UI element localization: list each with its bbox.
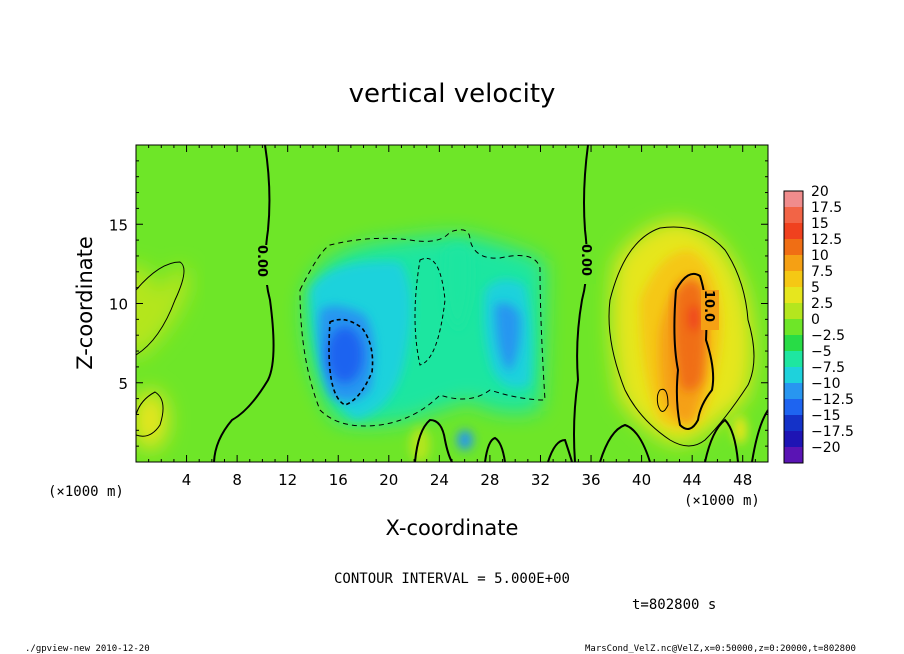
ten-contour xyxy=(673,272,715,430)
colorbar-swatch xyxy=(784,223,803,240)
zero-contour xyxy=(704,418,739,462)
colorbar-swatch xyxy=(784,383,803,400)
colorbar-swatch xyxy=(784,335,803,352)
colorbar-label: −12.5 xyxy=(811,392,854,408)
x-tick-label: 4 xyxy=(182,471,192,489)
x-tick-label: 16 xyxy=(329,471,348,489)
x-axis: 4 8 12 16 20 24 28 32 36 40 44 48 xyxy=(148,145,756,489)
negative-contour xyxy=(299,229,546,427)
colorbar-label: 20 xyxy=(811,184,829,200)
y-tick-label: 5 xyxy=(118,375,128,393)
footer-right: MarsCond_VelZ.nc@VelZ,x=0:50000,z=0:2000… xyxy=(585,644,856,654)
colorbar-label: 15 xyxy=(811,216,829,232)
colorbar-label: 0 xyxy=(811,312,820,328)
contour-label: 0.00 xyxy=(254,245,269,277)
colorbar-swatch xyxy=(784,239,803,256)
zero-contour xyxy=(573,145,589,462)
x-unit-right: (×1000 m) xyxy=(684,493,760,509)
colorbar-label: −5 xyxy=(811,344,832,360)
contour-interval: CONTOUR INTERVAL = 5.000E+00 xyxy=(334,571,570,587)
x-tick-label: 8 xyxy=(232,471,242,489)
colorbar-swatch xyxy=(784,287,803,304)
negative-contour xyxy=(414,258,446,366)
colorbar-label: −2.5 xyxy=(811,328,845,344)
colorbar-label: −20 xyxy=(811,440,841,456)
y-axis: 5 10 15 xyxy=(109,160,768,447)
colorbar-label: 7.5 xyxy=(811,264,833,280)
colorbar-swatch xyxy=(784,447,803,464)
x-unit-left: (×1000 m) xyxy=(48,484,124,500)
colorbar-label: −10 xyxy=(811,376,841,392)
colorbar-swatch xyxy=(784,351,803,368)
y-tick-label: 15 xyxy=(109,216,128,234)
colorbar-label: −7.5 xyxy=(811,360,845,376)
x-tick-label: 12 xyxy=(278,471,297,489)
positive-contour xyxy=(136,391,164,437)
colorbar-swatch xyxy=(784,399,803,416)
positive-contour xyxy=(608,226,755,447)
colorbar-label: 12.5 xyxy=(811,232,842,248)
colorbar-label: −17.5 xyxy=(811,424,854,440)
x-tick-label: 24 xyxy=(430,471,449,489)
zero-contour xyxy=(414,418,453,462)
positive-contour xyxy=(656,388,669,412)
colorbar-swatch xyxy=(784,255,803,272)
colorbar-frame xyxy=(783,190,804,464)
colorbar-swatch xyxy=(784,415,803,432)
colorbar-swatch xyxy=(784,207,803,224)
colorbar-label: 5 xyxy=(811,280,820,296)
zero-contour xyxy=(213,145,275,462)
x-tick-label: 28 xyxy=(480,471,499,489)
colorbar-label: 10 xyxy=(811,248,829,264)
colorbar-swatch xyxy=(784,303,803,320)
negative-contour xyxy=(328,318,374,406)
footer-left: ./gpview-new 2010-12-20 xyxy=(25,644,150,654)
zero-contour xyxy=(751,409,768,462)
field-shading xyxy=(136,220,754,462)
colorbar-swatch xyxy=(784,431,803,448)
positive-contour xyxy=(136,261,185,356)
zero-contour xyxy=(484,436,506,462)
y-tick-label: 10 xyxy=(109,296,128,314)
x-axis-label: X-coordinate xyxy=(386,516,519,540)
x-tick-label: 44 xyxy=(683,471,702,489)
colorbar-swatch xyxy=(784,191,803,208)
contour-label: 10.0 xyxy=(701,290,716,322)
contour-lines xyxy=(136,145,768,462)
x-tick-label: 20 xyxy=(379,471,398,489)
plot-area: 0.00 0.00 10.0 xyxy=(136,145,768,462)
colorbar: 2017.51512.5107.552.50−2.5−5−7.5−10−12.5… xyxy=(783,184,854,464)
colorbar-label: 2.5 xyxy=(811,296,833,312)
chart-title: vertical velocity xyxy=(349,79,556,109)
y-axis-label: Z-coordinate xyxy=(73,236,97,370)
colorbar-label: −15 xyxy=(811,408,841,424)
zero-contour xyxy=(547,438,573,462)
x-tick-label: 48 xyxy=(733,471,752,489)
colorbar-swatch xyxy=(784,271,803,288)
contour-label-group: 0.00 0.00 10.0 xyxy=(254,244,719,330)
colorbar-label: 17.5 xyxy=(811,200,842,216)
contour-label: 0.00 xyxy=(578,244,593,276)
zero-contour xyxy=(599,423,651,462)
x-tick-label: 40 xyxy=(632,471,651,489)
colorbar-swatch xyxy=(784,367,803,384)
colorbar-swatch xyxy=(784,319,803,336)
time-label: t=802800 s xyxy=(632,597,716,613)
x-tick-label: 32 xyxy=(531,471,550,489)
x-tick-label: 36 xyxy=(581,471,600,489)
